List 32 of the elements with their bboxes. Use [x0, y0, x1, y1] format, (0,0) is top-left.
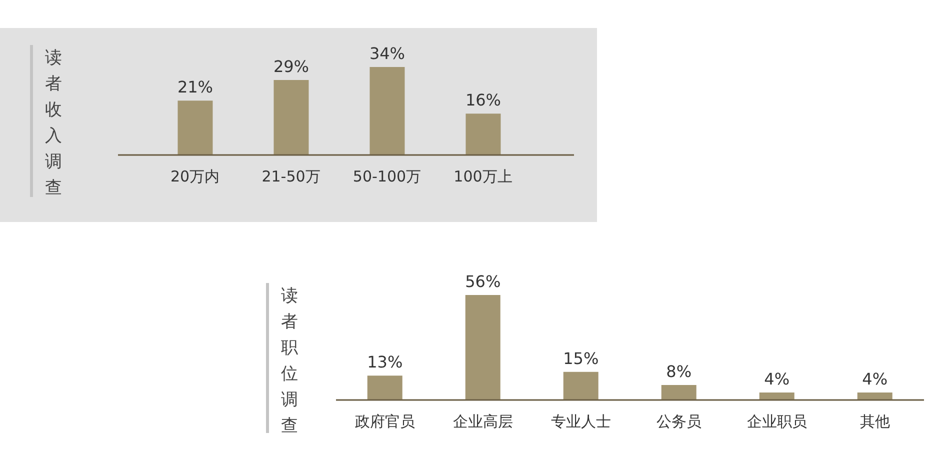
data-label: 4% — [764, 370, 790, 388]
x-tick-label: 其他 — [860, 412, 890, 431]
bar — [759, 392, 794, 400]
data-label: 13% — [367, 352, 403, 372]
bar — [466, 114, 501, 155]
x-tick-label: 专业人士 — [551, 412, 611, 431]
data-label: 4% — [862, 370, 888, 388]
x-tick-label: 政府官员 — [355, 412, 415, 431]
data-label: 16% — [465, 90, 501, 110]
text: 读者收入调查 — [45, 47, 63, 200]
bar — [178, 100, 213, 155]
bar — [367, 376, 402, 400]
data-label: 15% — [563, 348, 599, 368]
x-tick-label: 企业高层 — [453, 412, 513, 431]
bar — [274, 80, 309, 155]
data-label: 34% — [369, 44, 405, 63]
x-tick-label: 20万内 — [170, 168, 220, 186]
x-tick-label: 50-100万 — [352, 168, 422, 186]
data-label: 29% — [273, 56, 309, 76]
bar — [661, 385, 696, 400]
x-tick-label: 21-50万 — [262, 168, 320, 186]
x-tick-label: 公务员 — [656, 412, 702, 431]
bar — [370, 67, 405, 155]
bar — [857, 392, 892, 400]
data-label: 56% — [465, 272, 501, 291]
x-tick-label: 100万上 — [454, 168, 512, 186]
bar — [465, 295, 500, 400]
data-label: 21% — [177, 78, 213, 97]
x-tick-label: 企业职员 — [747, 412, 807, 431]
bar — [563, 372, 598, 400]
text: 读者职位调查 — [281, 285, 299, 438]
data-label: 8% — [666, 362, 692, 381]
